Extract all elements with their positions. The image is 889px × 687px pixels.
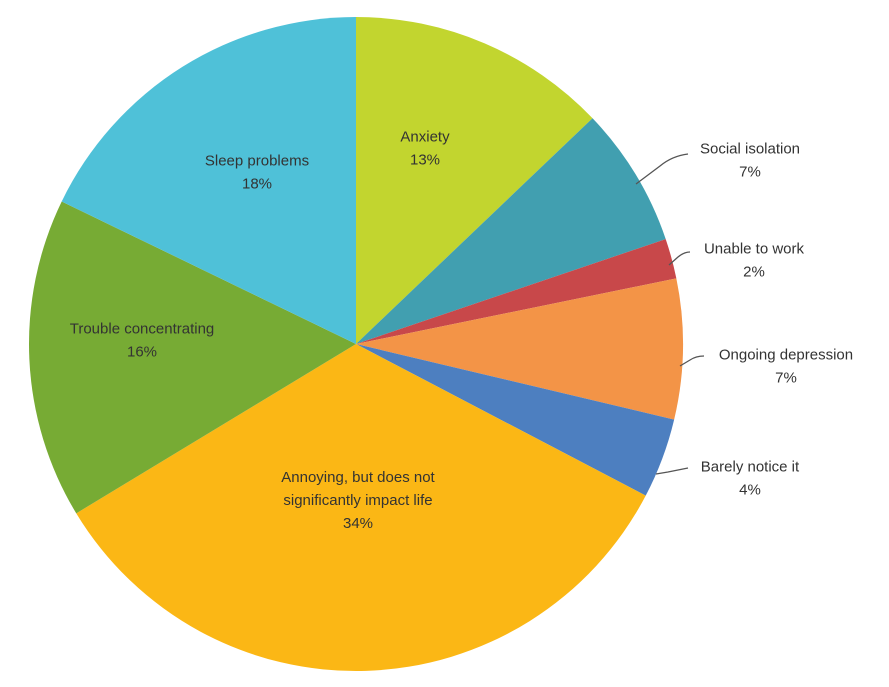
slice-label-ongoing-depression: Ongoing depression 7% — [719, 347, 853, 387]
pie-slice-social-isolation — [356, 118, 666, 344]
leader-line-barely-notice-it — [655, 467, 689, 475]
pie-slices — [29, 17, 683, 672]
slice-name-sleep-problems: Sleep problems — [205, 153, 309, 170]
leader-line-social-isolation — [635, 153, 689, 185]
slice-percent-barely-notice-it: 4% — [739, 482, 761, 499]
slice-label-trouble-concentrating: Trouble concentrating 16% — [70, 321, 215, 361]
slice-percent-trouble-concentrating: 16% — [127, 344, 157, 361]
pie-slice-ongoing-depression — [356, 278, 683, 420]
pie-slice-trouble-concentrating — [29, 201, 357, 514]
slice-name-unable-to-work: Unable to work — [704, 241, 805, 258]
pie-slice-anxiety — [356, 17, 593, 344]
slice-name-trouble-concentrating: Trouble concentrating — [70, 321, 215, 338]
pie-slice-sleep-problems — [61, 17, 356, 344]
slice-label-social-isolation: Social isolation 7% — [700, 141, 800, 181]
slice-name-anxiety: Anxiety — [400, 129, 450, 146]
slice-label-annoying-but-does-not-significantly-impact-life: Annoying, but does not significantly impa… — [281, 469, 435, 532]
pie-slice-unable-to-work — [356, 239, 677, 344]
leader-line-ongoing-depression — [679, 355, 705, 367]
slice-name-barely-notice-it: Barely notice it — [701, 459, 800, 476]
slice-label-sleep-problems: Sleep problems 18% — [205, 153, 309, 193]
pie-slice-annoying-but-does-not-significantly-impact-life — [76, 344, 646, 672]
slice-name-social-isolation: Social isolation — [700, 141, 800, 158]
slice-name-ongoing-depression: Ongoing depression — [719, 347, 853, 364]
pie-labels: Anxiety 13% Social isolation 7% Unable to wo… — [70, 129, 853, 533]
slice-percent-social-isolation: 7% — [739, 164, 761, 181]
leader-line-unable-to-work — [668, 251, 691, 266]
slice-label-anxiety: Anxiety 13% — [400, 129, 450, 169]
slice-percent-ongoing-depression: 7% — [775, 370, 797, 387]
slice-name-annoying-but-does-not-significantly-impact-life: significantly impact life — [283, 492, 432, 509]
slice-percent-annoying-but-does-not-significantly-impact-life: 34% — [343, 515, 373, 532]
slice-name-annoying-but-does-not-significantly-impact-life: Annoying, but does not — [281, 469, 435, 486]
slice-percent-anxiety: 13% — [410, 152, 440, 169]
slice-percent-sleep-problems: 18% — [242, 176, 272, 193]
slice-label-unable-to-work: Unable to work 2% — [704, 241, 805, 281]
pie-slice-barely-notice-it — [356, 344, 675, 496]
slice-percent-unable-to-work: 2% — [743, 264, 765, 281]
slice-label-barely-notice-it: Barely notice it 4% — [701, 459, 800, 499]
